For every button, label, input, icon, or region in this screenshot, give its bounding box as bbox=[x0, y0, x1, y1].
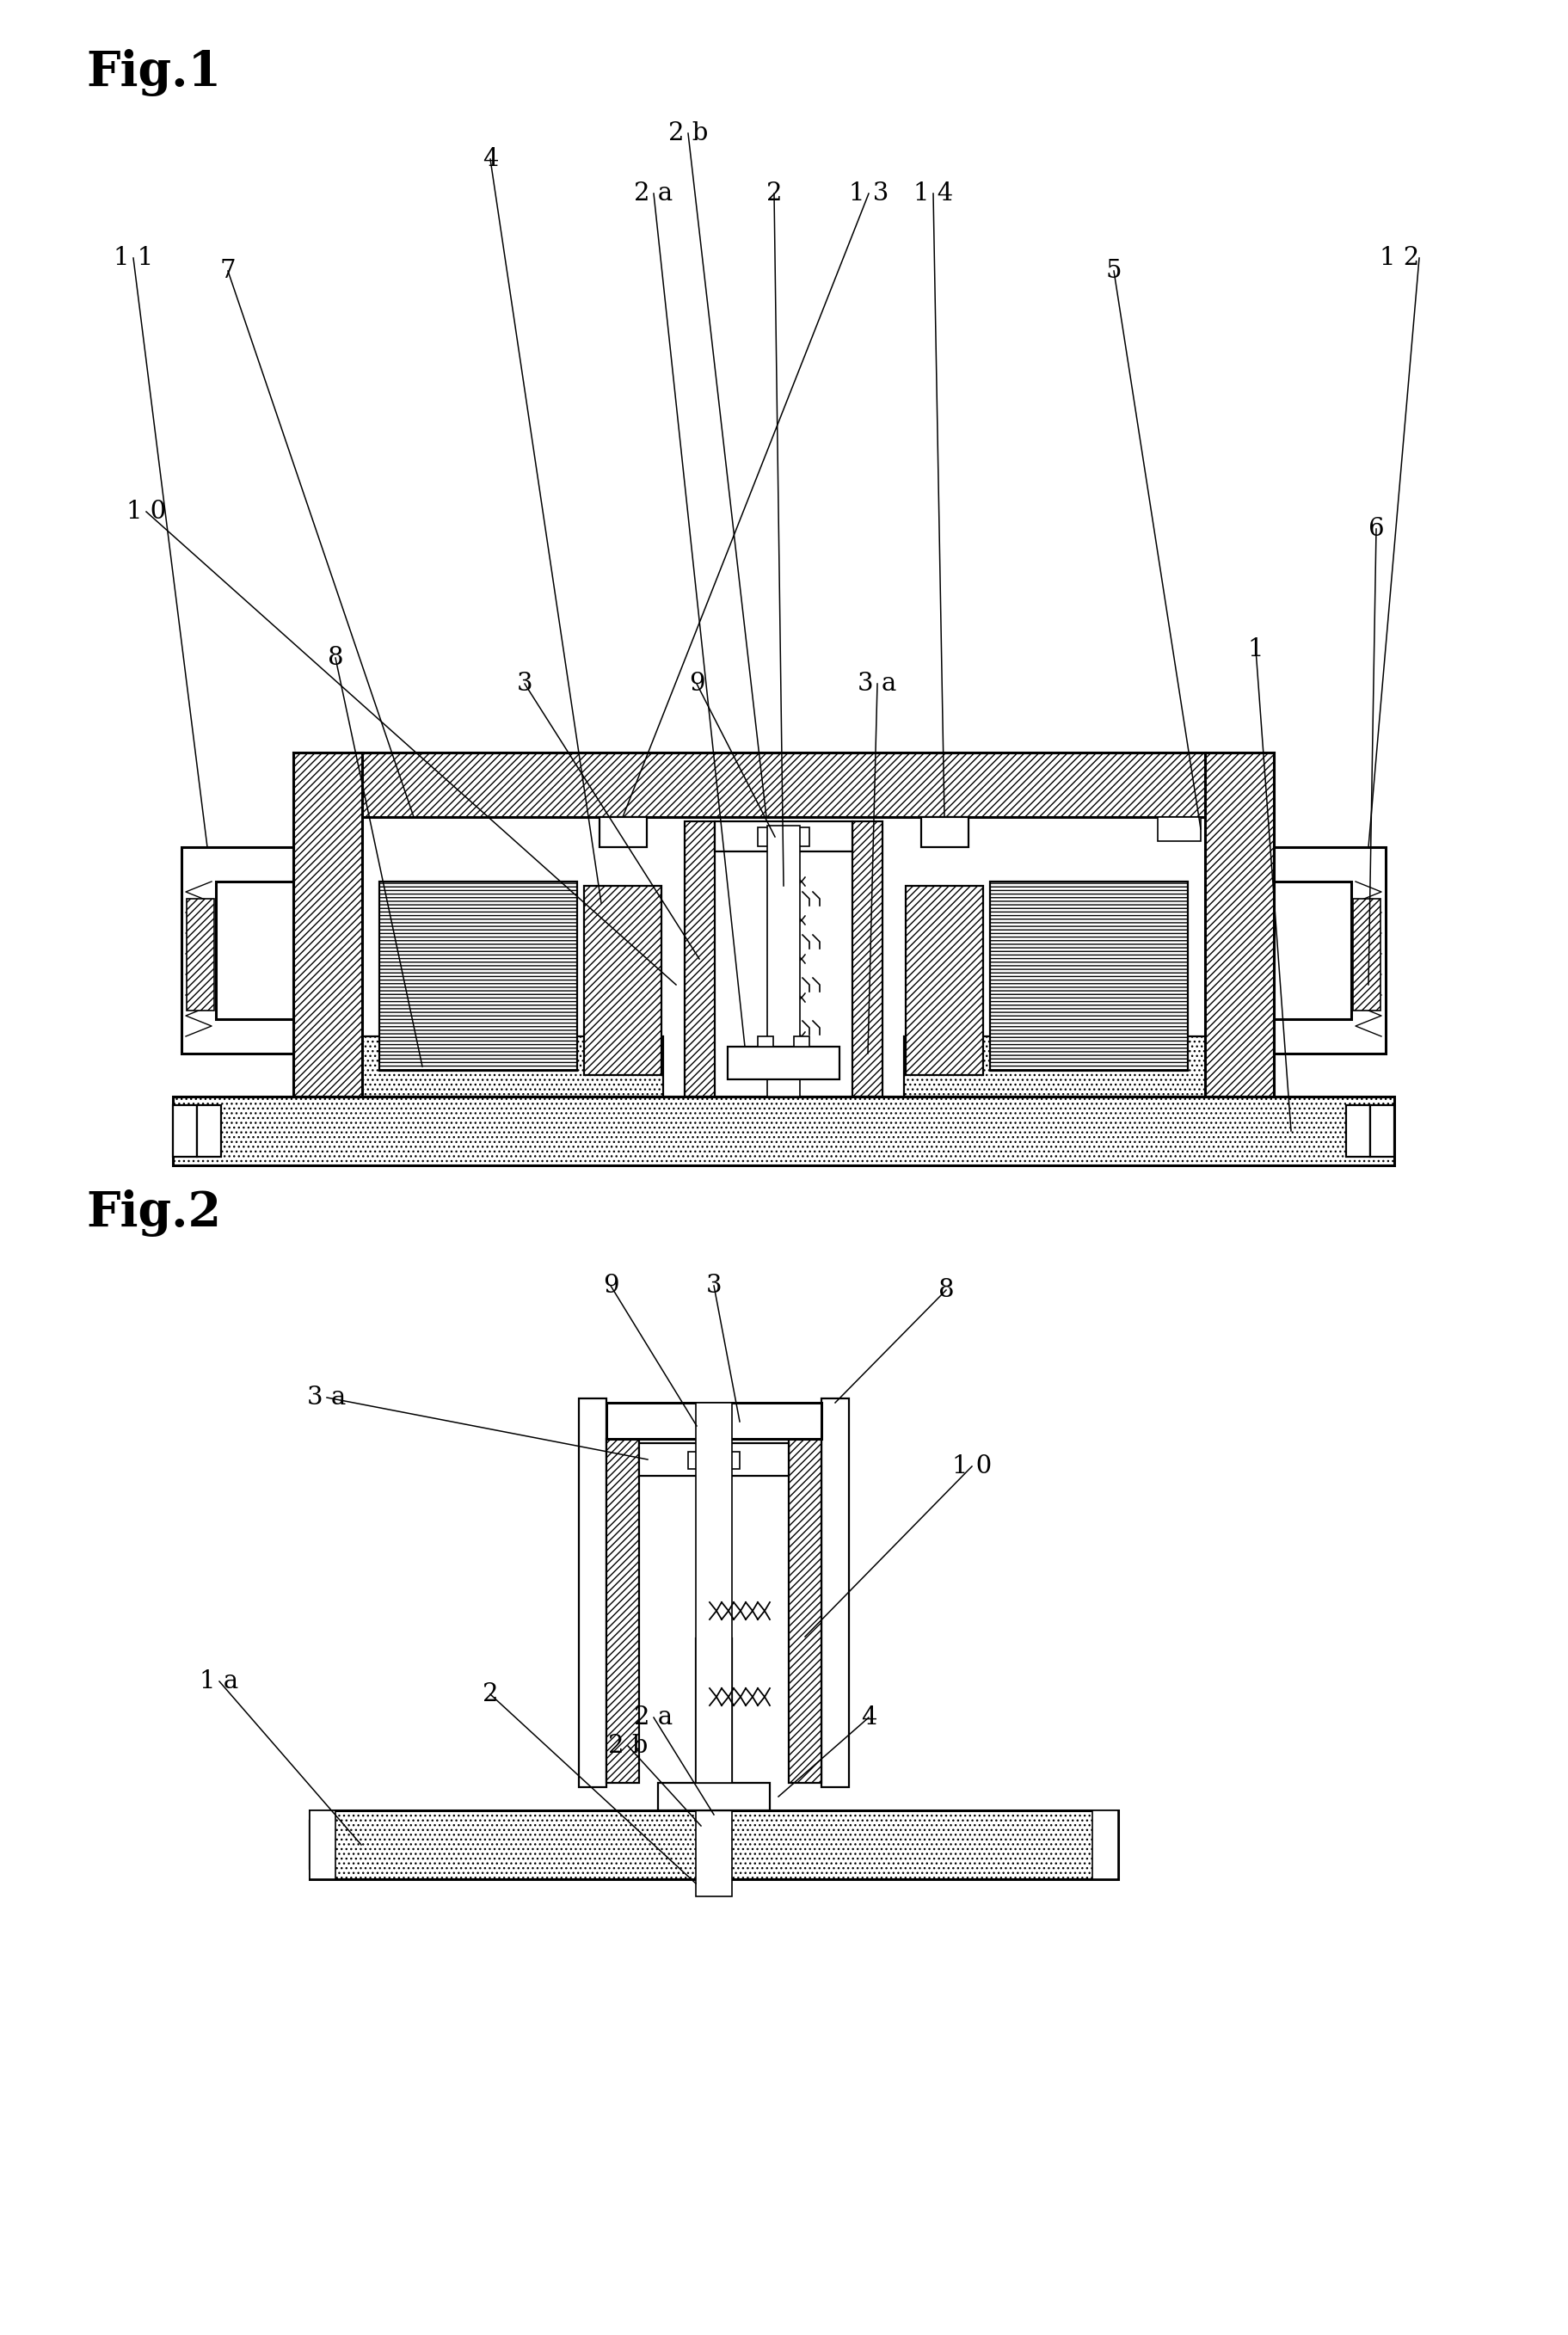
Text: 3 a: 3 a bbox=[858, 672, 897, 696]
Text: 4: 4 bbox=[861, 1705, 877, 1730]
Bar bbox=[696, 1639, 732, 1810]
Bar bbox=[790, 827, 809, 845]
Bar bbox=[379, 883, 577, 1072]
Bar bbox=[853, 822, 883, 1097]
Bar bbox=[757, 827, 776, 845]
Text: 7: 7 bbox=[220, 259, 235, 283]
Bar bbox=[309, 1810, 336, 1880]
Bar bbox=[599, 817, 648, 848]
Bar bbox=[659, 1784, 770, 1810]
Bar bbox=[309, 1810, 1118, 1880]
Text: 3: 3 bbox=[706, 1273, 721, 1298]
Text: 1: 1 bbox=[1248, 637, 1264, 661]
Bar bbox=[1345, 1104, 1370, 1156]
Bar bbox=[989, 883, 1189, 1072]
Bar bbox=[579, 1399, 607, 1786]
Text: 8: 8 bbox=[938, 1277, 955, 1303]
Bar bbox=[728, 1046, 839, 1079]
Text: 1 3: 1 3 bbox=[848, 182, 889, 205]
Bar bbox=[172, 1097, 1394, 1165]
Text: 2: 2 bbox=[483, 1681, 499, 1707]
Bar bbox=[715, 822, 853, 852]
Bar bbox=[1353, 899, 1380, 1011]
Bar bbox=[198, 1104, 221, 1156]
Text: 1 0: 1 0 bbox=[952, 1455, 993, 1478]
Bar bbox=[822, 1399, 848, 1786]
Bar bbox=[362, 752, 1206, 817]
Bar bbox=[906, 885, 983, 1074]
Bar bbox=[789, 1438, 822, 1784]
Bar bbox=[685, 822, 715, 1097]
Bar bbox=[336, 1037, 663, 1097]
Text: 1 1: 1 1 bbox=[113, 245, 154, 271]
Bar bbox=[793, 1037, 809, 1046]
Bar bbox=[1093, 1810, 1118, 1880]
Text: 9: 9 bbox=[688, 672, 704, 696]
Text: Fig.1: Fig.1 bbox=[86, 49, 221, 96]
Bar bbox=[640, 1443, 789, 1476]
Bar bbox=[905, 1037, 1231, 1097]
Text: 2: 2 bbox=[767, 182, 782, 205]
Text: Fig.2: Fig.2 bbox=[86, 1189, 221, 1235]
Bar bbox=[1370, 1104, 1394, 1156]
Text: 1 0: 1 0 bbox=[127, 500, 166, 523]
Text: 1 4: 1 4 bbox=[913, 182, 953, 205]
Text: 2 a: 2 a bbox=[633, 182, 673, 205]
Text: 9: 9 bbox=[602, 1273, 619, 1298]
Bar bbox=[757, 1037, 773, 1046]
Bar bbox=[696, 1805, 732, 1896]
Text: 2 b: 2 b bbox=[668, 121, 709, 145]
Bar bbox=[920, 817, 969, 848]
Text: 8: 8 bbox=[328, 647, 343, 670]
Bar bbox=[607, 1438, 640, 1784]
Bar bbox=[1206, 752, 1273, 1097]
Bar bbox=[688, 1452, 706, 1469]
Text: 3 a: 3 a bbox=[307, 1385, 347, 1410]
Bar bbox=[1157, 817, 1201, 841]
Text: 2 b: 2 b bbox=[608, 1735, 648, 1758]
Text: 3: 3 bbox=[517, 672, 533, 696]
Bar bbox=[767, 827, 800, 1097]
Polygon shape bbox=[1273, 848, 1386, 1053]
Bar bbox=[187, 899, 215, 1011]
Text: 2 a: 2 a bbox=[633, 1705, 673, 1730]
Text: 1 a: 1 a bbox=[199, 1670, 238, 1693]
Text: 1 2: 1 2 bbox=[1380, 245, 1419, 271]
Bar bbox=[607, 1403, 822, 1438]
Bar bbox=[583, 885, 662, 1074]
Bar bbox=[293, 752, 362, 1097]
Bar bbox=[172, 1104, 198, 1156]
Polygon shape bbox=[182, 848, 293, 1053]
Text: 5: 5 bbox=[1105, 259, 1121, 283]
Bar bbox=[723, 1452, 740, 1469]
Text: 4: 4 bbox=[483, 147, 499, 170]
Text: 6: 6 bbox=[1369, 516, 1385, 542]
Bar bbox=[696, 1403, 732, 1784]
